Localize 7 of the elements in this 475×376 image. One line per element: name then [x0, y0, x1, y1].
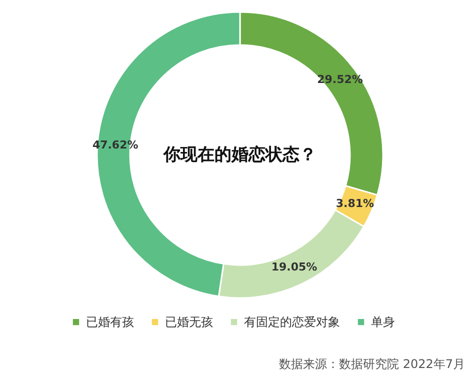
legend-label: 已婚无孩 [165, 315, 213, 330]
legend-label: 已婚有孩 [86, 315, 134, 330]
legend-label: 有固定的恋爱对象 [244, 315, 340, 330]
data-label: 19.05% [271, 260, 318, 274]
text: 你现在的婚恋状态？ [162, 145, 316, 165]
legend-label: 单身 [371, 315, 395, 330]
source-note: 数据来源：数据研究院 2022年7月 [279, 357, 465, 371]
